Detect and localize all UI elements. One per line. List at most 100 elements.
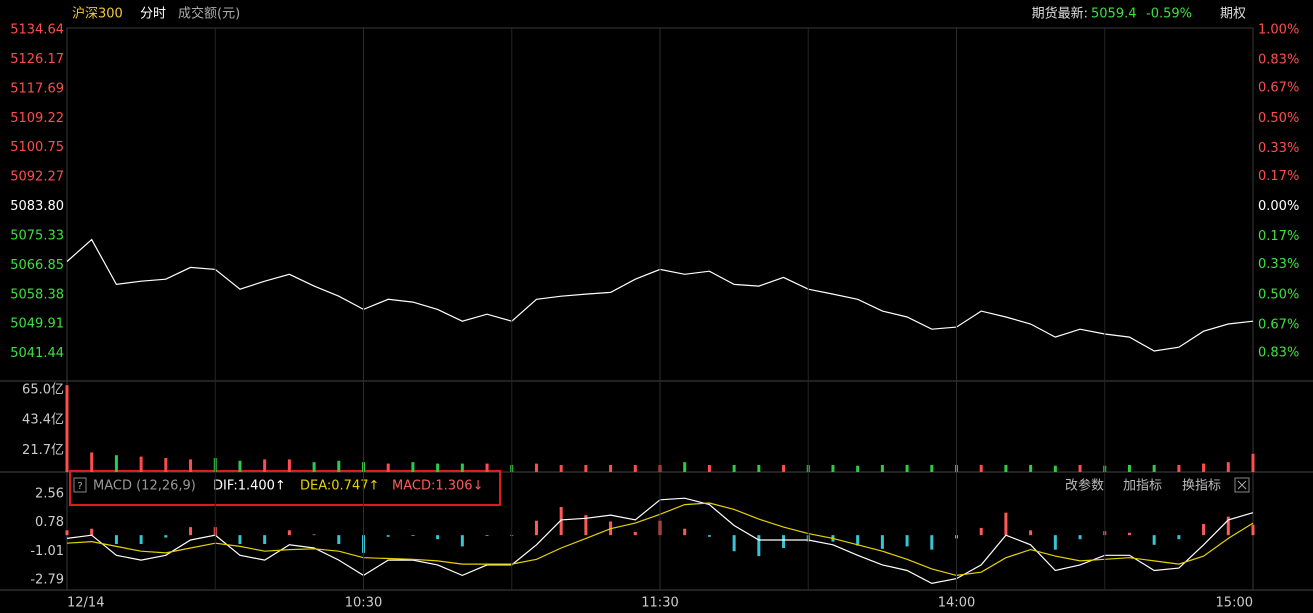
volume-bar bbox=[1127, 465, 1131, 472]
macd-bar bbox=[880, 535, 884, 549]
mode[interactable]: 分时 bbox=[140, 7, 166, 22]
volume-bar bbox=[1004, 465, 1008, 472]
macd-bar bbox=[559, 507, 563, 536]
volume-bar bbox=[263, 459, 267, 472]
volume-bar bbox=[164, 458, 168, 472]
macd-bar bbox=[1127, 532, 1131, 536]
macd-bar bbox=[312, 534, 316, 536]
options[interactable]: 期权 bbox=[1220, 6, 1246, 22]
macd-bar bbox=[584, 515, 588, 536]
macd-bar bbox=[782, 535, 786, 549]
volume-bar bbox=[930, 465, 934, 472]
y2-tick-label: 0.17% bbox=[1258, 169, 1299, 184]
volume-bar bbox=[1152, 465, 1156, 472]
volume-bar bbox=[979, 465, 983, 472]
help[interactable]: ? bbox=[77, 481, 82, 492]
y2-tick-label: 0.17% bbox=[1258, 229, 1299, 244]
index-name: 沪深300 bbox=[72, 6, 123, 22]
volume-bar bbox=[139, 456, 143, 472]
y2-tick-label: 1.00% bbox=[1258, 23, 1299, 38]
volume-bar bbox=[1029, 465, 1033, 472]
macd-bar bbox=[485, 535, 489, 536]
futures-change: -0.59% bbox=[1146, 7, 1192, 22]
macd-bar bbox=[1251, 524, 1255, 536]
macd-bar bbox=[90, 528, 94, 536]
close-icon bbox=[1237, 480, 1247, 490]
y2-tick-label: 0.00% bbox=[1258, 199, 1299, 214]
close-button[interactable] bbox=[1234, 477, 1250, 493]
volume-bar bbox=[1053, 465, 1057, 472]
y-tick-label: -2.79 bbox=[30, 573, 64, 588]
macd-bar bbox=[633, 531, 637, 536]
macd-bar bbox=[1177, 535, 1181, 540]
volume-bar bbox=[534, 463, 538, 472]
macd-bar bbox=[683, 528, 687, 536]
y2-tick-label: 0.67% bbox=[1258, 317, 1299, 332]
indicator-title: MACD (12,26,9) bbox=[93, 479, 196, 494]
y-tick-label: 5083.80 bbox=[10, 199, 64, 214]
macd-bar bbox=[460, 535, 464, 547]
button[interactable]: 换指标 bbox=[1182, 479, 1221, 494]
volume-bar bbox=[337, 460, 341, 472]
volume-bar bbox=[633, 465, 637, 472]
y2-tick-label: 0.33% bbox=[1258, 141, 1299, 156]
volume-bar bbox=[485, 463, 489, 472]
y-tick-label: 0.78 bbox=[35, 515, 64, 530]
y-tick-label: 5117.69 bbox=[10, 81, 64, 96]
x-tick-label: 10:30 bbox=[345, 596, 382, 611]
macd-bar bbox=[238, 535, 242, 545]
volume-bar bbox=[312, 462, 316, 472]
volume-bar bbox=[114, 455, 118, 472]
y-tick-label: 5092.27 bbox=[10, 170, 64, 185]
y-tick-label: 2.56 bbox=[35, 487, 64, 502]
macd-bar bbox=[139, 535, 143, 545]
volume-bar bbox=[460, 463, 464, 472]
y-tick-label: 21.7亿 bbox=[22, 443, 64, 458]
macd-bar bbox=[1152, 535, 1156, 545]
highlight-box bbox=[69, 470, 501, 506]
button[interactable]: 加指标 bbox=[1123, 479, 1162, 494]
volume-bar bbox=[411, 462, 415, 472]
macd-bar bbox=[287, 530, 291, 536]
x-tick-label: 15:00 bbox=[1216, 596, 1253, 611]
volume-bar bbox=[782, 465, 786, 472]
y2-tick-label: 0.50% bbox=[1258, 111, 1299, 126]
macd-bar bbox=[114, 535, 118, 545]
y2-tick-label: 0.50% bbox=[1258, 287, 1299, 302]
y-tick-label: 5066.85 bbox=[10, 258, 64, 273]
macd-bar bbox=[1029, 530, 1033, 536]
y2-tick-label: 0.83% bbox=[1258, 53, 1299, 68]
macd-bar bbox=[411, 535, 415, 536]
volume-bar bbox=[1226, 462, 1230, 472]
volume-bar bbox=[90, 452, 94, 472]
volume-bar bbox=[683, 462, 687, 472]
volume-bar bbox=[1177, 465, 1181, 472]
y-tick-label: 5041.44 bbox=[10, 346, 64, 361]
macd-bar bbox=[856, 535, 860, 546]
volume-bar bbox=[880, 465, 884, 472]
y-tick-label: 5058.38 bbox=[10, 287, 64, 302]
volume-bar bbox=[386, 463, 390, 472]
volume-bar bbox=[436, 463, 440, 472]
y-tick-label: 43.4亿 bbox=[22, 413, 64, 428]
volume-bar bbox=[238, 460, 242, 472]
y-tick-label: 5134.64 bbox=[10, 23, 64, 38]
dea-label: DEA:0.747↑ bbox=[300, 479, 379, 494]
y2-tick-label: 0.33% bbox=[1258, 257, 1299, 272]
macd-bar bbox=[1053, 535, 1057, 550]
x-tick-label: 12/14 bbox=[67, 596, 104, 611]
macd-bar bbox=[1078, 535, 1082, 540]
volume-bar bbox=[707, 465, 711, 472]
macd-bar bbox=[263, 535, 267, 545]
x-tick-label: 11:30 bbox=[641, 596, 678, 611]
macd-bar bbox=[979, 527, 983, 536]
volume-bar bbox=[856, 465, 860, 472]
button[interactable]: 改参数 bbox=[1065, 478, 1104, 494]
macd-bar bbox=[1004, 512, 1008, 536]
volume-bar bbox=[189, 459, 193, 472]
macd-bar bbox=[337, 535, 341, 545]
macd-bar bbox=[732, 535, 736, 552]
help-box[interactable] bbox=[73, 477, 87, 493]
